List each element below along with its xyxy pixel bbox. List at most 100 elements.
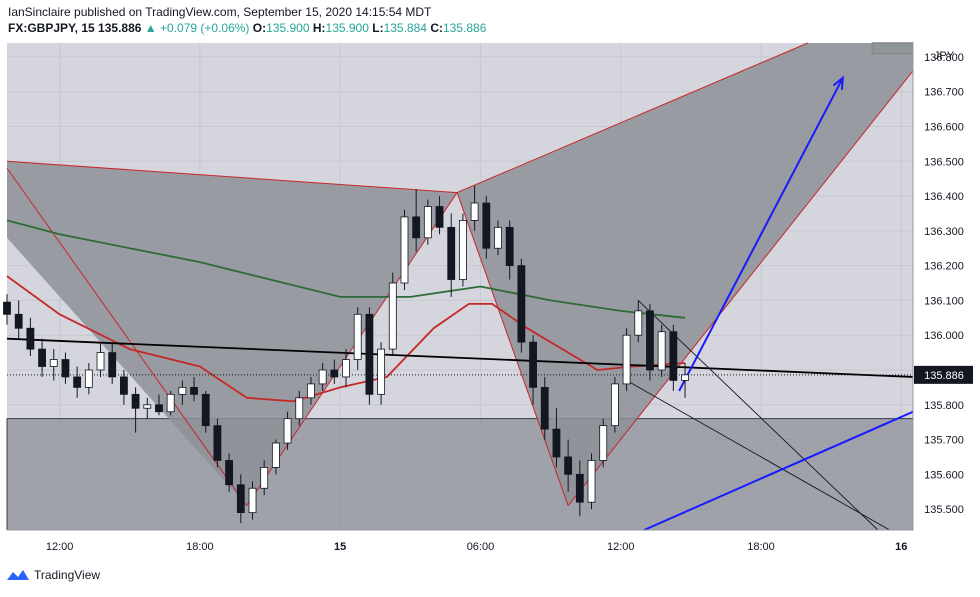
price-tick-label: 135.600 <box>924 469 964 481</box>
candle-body <box>260 466 269 489</box>
candle <box>26 317 35 357</box>
price-tick-label: 136.000 <box>924 330 964 342</box>
projection-arrowhead-icon <box>832 75 845 90</box>
current-price-tag: 135.886 <box>914 365 973 384</box>
candle <box>377 342 385 405</box>
symbol-info: FX:GBPJPY, 15 135.886 ▲ +0.079 (+0.06%) … <box>8 20 908 36</box>
candle-body <box>213 425 222 461</box>
time-axis[interactable]: 12:00 18:00 15 06:00 12:00 18:00 16 <box>7 529 913 553</box>
candle-body <box>646 310 654 371</box>
open-value: 135.900 <box>266 21 310 35</box>
candle <box>330 359 339 384</box>
candle <box>318 363 327 391</box>
candle-body <box>155 404 163 413</box>
price-tick-label: 136.200 <box>924 261 964 273</box>
candle-body <box>400 216 409 284</box>
time-tick-label: 18:00 <box>747 541 775 553</box>
candle-body <box>459 220 467 280</box>
candle <box>552 408 561 468</box>
channel-line <box>637 300 879 531</box>
candle-body <box>283 418 292 444</box>
candle <box>681 363 689 398</box>
candle <box>657 324 666 377</box>
price-tick-label: 136.500 <box>924 156 964 168</box>
candle <box>505 220 514 280</box>
pattern-right-triangle <box>457 43 913 506</box>
price-tick-label: 136.600 <box>924 121 964 133</box>
pattern-edge <box>456 42 808 194</box>
candle <box>529 335 537 405</box>
candle-body <box>470 202 479 221</box>
publisher-name[interactable]: IanSinclaire <box>8 5 71 19</box>
candle-body <box>365 313 374 395</box>
candle-body <box>3 301 11 315</box>
low-label: L: <box>372 21 384 35</box>
candle-body <box>610 383 619 427</box>
candle-body <box>353 313 362 360</box>
candle-body <box>225 460 234 486</box>
pattern-edge <box>567 70 914 506</box>
price-change: +0.079 (+0.06%) <box>160 21 250 35</box>
candle-body <box>681 374 689 381</box>
candle <box>622 328 631 391</box>
price-tick-label: 135.700 <box>924 435 964 447</box>
candle <box>260 460 269 496</box>
candle <box>96 342 105 377</box>
time-tick-label: 12:00 <box>607 541 635 553</box>
candle <box>248 481 257 520</box>
low-value: 135.884 <box>383 21 427 35</box>
candle-body <box>96 352 105 371</box>
candle <box>283 411 292 450</box>
candle-body <box>190 386 198 395</box>
candle <box>365 307 374 405</box>
price-tick-label: 135.500 <box>924 504 964 516</box>
publish-info: IanSinclaire published on TradingView.co… <box>8 4 908 20</box>
current-price-tag-bg <box>914 365 973 384</box>
candle <box>400 209 409 290</box>
harmonic-pattern[interactable] <box>6 42 914 506</box>
candle-body <box>26 327 35 350</box>
zones <box>6 42 914 531</box>
candle-body <box>377 348 385 395</box>
candle <box>201 390 210 433</box>
current-price-label: 135.886 <box>924 370 964 382</box>
candle-body <box>38 348 46 367</box>
brand-name[interactable]: TradingView <box>34 568 101 582</box>
change-arrow-icon: ▲ <box>144 21 157 35</box>
candle-body <box>634 310 643 336</box>
price-tick-label: 136.300 <box>924 226 964 238</box>
candle <box>178 380 187 405</box>
candle-body <box>657 331 666 371</box>
candle-body <box>318 369 327 385</box>
candle <box>634 300 643 343</box>
candle-body <box>622 334 631 385</box>
price-tick-label: 136.100 <box>924 295 964 307</box>
candle-body <box>248 487 257 514</box>
candle <box>482 196 491 259</box>
candle-body <box>342 359 350 378</box>
candle <box>423 199 432 245</box>
candle-body <box>423 206 432 239</box>
candle <box>38 338 46 377</box>
candle-body <box>575 473 584 503</box>
time-tick-label: 18:00 <box>186 541 214 553</box>
close-label: C: <box>430 21 443 35</box>
trendlines[interactable] <box>6 75 914 531</box>
candle <box>540 376 549 440</box>
ma-slow-line <box>6 219 686 319</box>
candle <box>143 397 152 419</box>
time-tick-label: 06:00 <box>467 541 495 553</box>
candle-body <box>119 376 128 395</box>
candle <box>295 390 304 426</box>
candle-body <box>14 313 23 329</box>
candle-body <box>307 383 315 399</box>
candle <box>459 213 467 287</box>
moving-averages <box>6 219 686 403</box>
candle-body <box>73 376 82 388</box>
candle-body <box>131 393 140 409</box>
candle <box>517 258 526 353</box>
candle <box>131 387 140 433</box>
candle-body <box>201 393 210 427</box>
